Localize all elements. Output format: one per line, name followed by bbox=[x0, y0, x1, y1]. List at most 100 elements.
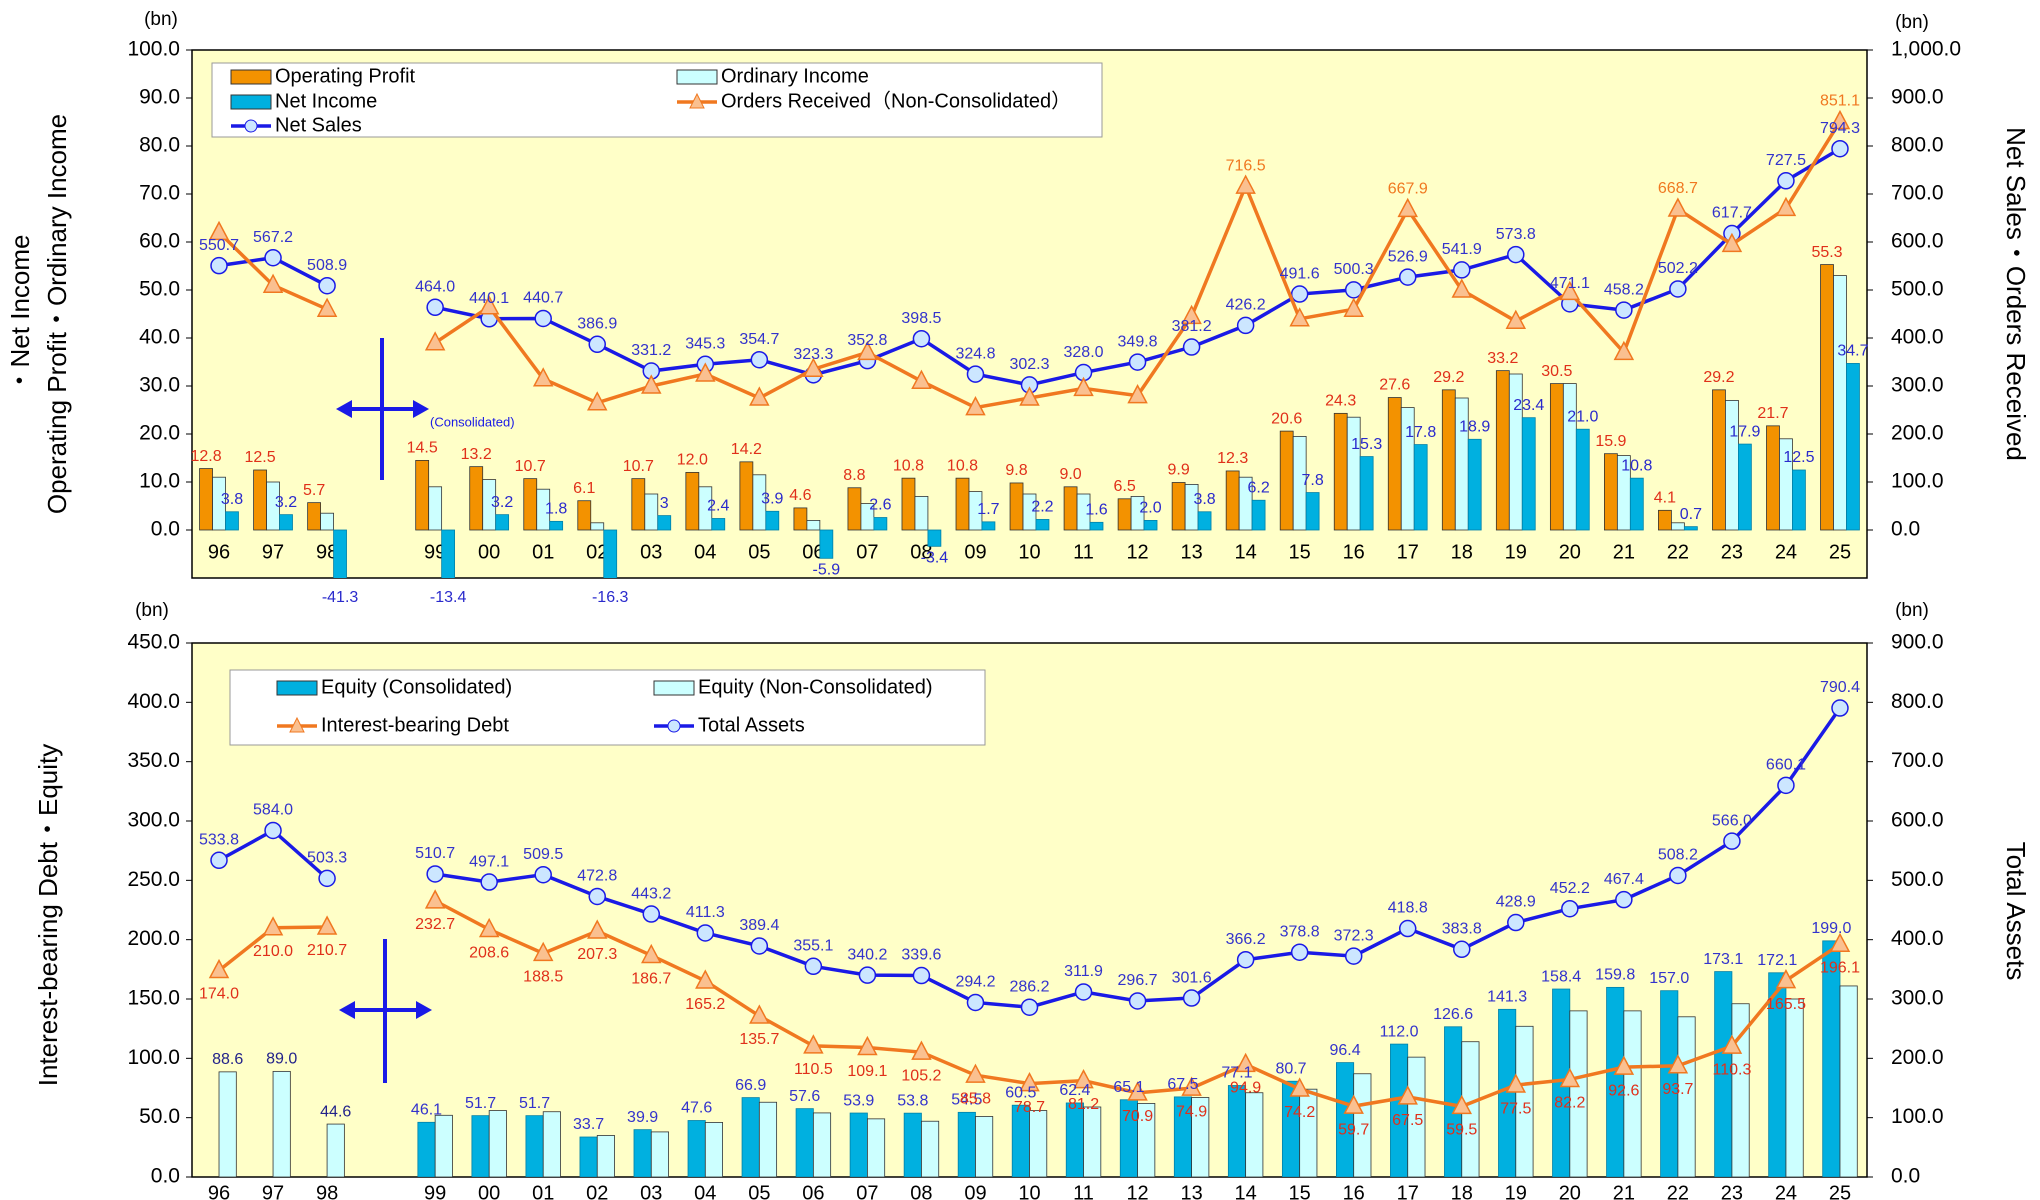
x-tick-label: 08 bbox=[910, 541, 932, 563]
arrow-head bbox=[339, 1001, 355, 1019]
marker bbox=[208, 958, 230, 979]
bar bbox=[266, 481, 280, 531]
x-tick-label: 11 bbox=[1073, 1182, 1094, 1200]
x-tick-label: 13 bbox=[1180, 541, 1202, 563]
marker bbox=[1451, 1094, 1473, 1115]
data-label: 667.9 bbox=[1388, 181, 1428, 198]
marker bbox=[532, 941, 554, 962]
bar bbox=[633, 1129, 652, 1177]
bar bbox=[1515, 1025, 1534, 1177]
x-tick-label: 20 bbox=[1559, 541, 1581, 563]
marker bbox=[264, 821, 282, 840]
bar bbox=[1227, 1085, 1247, 1177]
x-tick-label: 13 bbox=[1180, 1182, 1202, 1200]
data-label: 112.0 bbox=[1380, 1023, 1419, 1040]
bar bbox=[981, 521, 996, 531]
marker bbox=[642, 905, 661, 923]
unit-label: (bn) bbox=[144, 9, 178, 30]
data-label: 354.7 bbox=[739, 331, 779, 348]
marker bbox=[480, 873, 498, 891]
data-label: 386.9 bbox=[577, 316, 617, 333]
data-label: 3.2 bbox=[275, 494, 297, 511]
marker bbox=[1290, 285, 1309, 303]
x-tick-label: 24 bbox=[1775, 1182, 1797, 1200]
marker bbox=[1507, 245, 1525, 264]
y2-tick-label: 0.0 bbox=[1891, 1165, 1920, 1188]
data-label: 89.0 bbox=[266, 1051, 297, 1068]
bar bbox=[542, 1111, 561, 1177]
data-label: 5.7 bbox=[303, 482, 325, 499]
marker bbox=[1290, 943, 1309, 961]
marker bbox=[1721, 1034, 1743, 1054]
y-tick-label: 100.0 bbox=[127, 38, 180, 61]
marker bbox=[1561, 899, 1579, 918]
data-label: 389.4 bbox=[739, 917, 779, 934]
y2-tick-label: 0.0 bbox=[1891, 518, 1920, 541]
x-tick-label: 19 bbox=[1505, 541, 1527, 563]
x-tick-label: 04 bbox=[694, 1182, 716, 1200]
y2-tick-label: 300.0 bbox=[1891, 987, 1944, 1010]
bar bbox=[482, 479, 497, 531]
data-label: 3.8 bbox=[1193, 491, 1215, 508]
marker bbox=[1235, 1052, 1256, 1073]
bar bbox=[1225, 470, 1240, 531]
bar bbox=[579, 1136, 598, 1177]
annotation: (Consolidated) bbox=[430, 414, 515, 429]
bar bbox=[1299, 1088, 1318, 1177]
legend-label: Interest-bearing Debt bbox=[321, 714, 509, 736]
data-label: 174.0 bbox=[199, 986, 239, 1003]
bar bbox=[415, 459, 430, 531]
data-label: 339.6 bbox=[901, 947, 941, 964]
bar bbox=[927, 529, 942, 547]
bar bbox=[1467, 438, 1482, 531]
data-label: 311.9 bbox=[1064, 963, 1103, 980]
marker bbox=[1559, 280, 1581, 301]
bar bbox=[1846, 363, 1860, 531]
unit-label: (bn) bbox=[1895, 600, 1929, 621]
data-label: 17.8 bbox=[1405, 424, 1436, 441]
marker bbox=[858, 966, 877, 984]
data-label: 67.5 bbox=[1167, 1076, 1198, 1093]
legend-swatch bbox=[676, 69, 718, 85]
y2-tick-label: 100.0 bbox=[1891, 1105, 1944, 1128]
data-label: 4.1 bbox=[1654, 490, 1676, 507]
bar bbox=[212, 476, 226, 531]
bar bbox=[525, 1115, 544, 1177]
data-label: -16.3 bbox=[592, 589, 629, 606]
bar bbox=[469, 466, 484, 531]
y2-tick-label: 200.0 bbox=[1891, 422, 1944, 445]
bar bbox=[1346, 416, 1361, 531]
bar bbox=[1197, 511, 1212, 531]
data-label: 88.6 bbox=[212, 1051, 243, 1068]
data-label: 24.3 bbox=[1325, 393, 1356, 410]
marker bbox=[1453, 261, 1471, 279]
data-label: 502.2 bbox=[1658, 260, 1698, 277]
x-tick-label: 17 bbox=[1397, 1182, 1419, 1200]
bar bbox=[867, 1118, 886, 1177]
arrow-head bbox=[416, 1001, 432, 1019]
marker bbox=[210, 256, 228, 275]
data-label: 302.3 bbox=[1009, 356, 1049, 373]
bar bbox=[741, 1097, 760, 1177]
data-label: 503.3 bbox=[307, 850, 347, 867]
data-label: 851.1 bbox=[1820, 93, 1860, 110]
data-label: 428.9 bbox=[1496, 894, 1536, 911]
legend-swatch bbox=[276, 680, 318, 696]
data-label: 1.6 bbox=[1085, 502, 1107, 519]
data-label: 165.2 bbox=[685, 996, 725, 1013]
data-label: 21.7 bbox=[1757, 405, 1788, 422]
marker bbox=[1235, 174, 1256, 194]
marker bbox=[1182, 338, 1201, 356]
marker bbox=[1128, 353, 1147, 371]
bar bbox=[847, 487, 862, 531]
bar bbox=[307, 502, 321, 531]
data-label: 10.7 bbox=[515, 458, 546, 475]
data-label: 74.2 bbox=[1284, 1104, 1315, 1121]
marker bbox=[803, 1034, 824, 1054]
data-label: 294.2 bbox=[955, 974, 995, 991]
marker bbox=[1669, 866, 1687, 885]
marker bbox=[478, 917, 500, 938]
data-label: 7.8 bbox=[1302, 472, 1324, 489]
data-label: 301.6 bbox=[1172, 969, 1212, 986]
bar bbox=[326, 1123, 345, 1177]
